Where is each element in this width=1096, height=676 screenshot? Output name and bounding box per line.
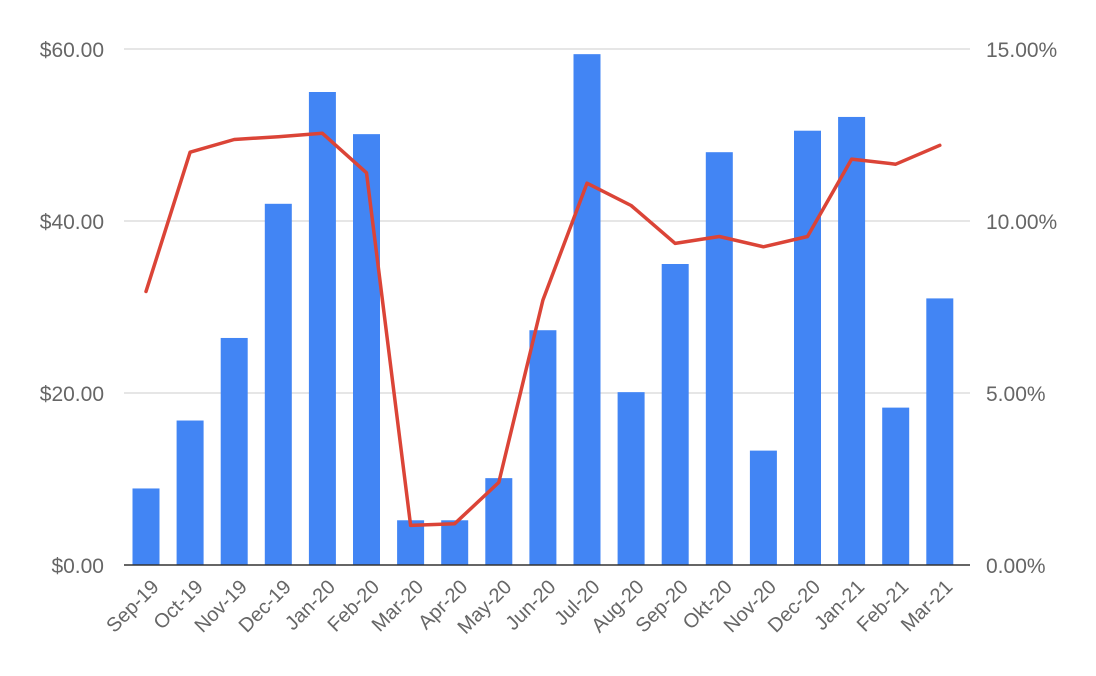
bar (529, 330, 557, 565)
bar (308, 92, 336, 565)
bar-series (132, 54, 954, 566)
bar (220, 337, 248, 565)
line-series (144, 131, 942, 528)
left-y-axis-labels: $0.00 $20.00 $40.00 $60.00 (40, 39, 104, 578)
bar (749, 450, 777, 565)
right-y-tick-label: 10.00% (986, 211, 1057, 234)
right-y-axis-labels: 0.00% 5.00% 10.00% 15.00% (986, 39, 1057, 578)
bar (794, 130, 821, 565)
bar (353, 134, 380, 565)
bar (264, 203, 292, 566)
bar (441, 520, 469, 565)
right-y-tick-label: 15.00% (986, 39, 1057, 62)
bar (926, 298, 954, 565)
bar (573, 54, 601, 565)
right-y-tick-label: 0.00% (986, 555, 1046, 578)
bar (838, 116, 866, 565)
left-y-tick-label: $60.00 (40, 39, 104, 62)
x-axis-labels: Sep-19Oct-19Nov-19Dec-19Jan-20Feb-20Mar-… (102, 576, 957, 639)
left-y-tick-label: $0.00 (51, 555, 104, 578)
bar (132, 488, 160, 565)
bar (397, 520, 425, 565)
bar (176, 420, 204, 565)
left-y-tick-label: $20.00 (40, 383, 104, 406)
right-y-tick-label: 5.00% (986, 383, 1046, 406)
x-tick-label: Jun-20 (502, 576, 561, 635)
bar (882, 407, 910, 565)
x-tick-label: Sep-19 (102, 576, 163, 637)
left-y-tick-label: $40.00 (40, 211, 104, 234)
bar (661, 264, 689, 565)
bar (705, 152, 733, 565)
bar (617, 392, 645, 565)
